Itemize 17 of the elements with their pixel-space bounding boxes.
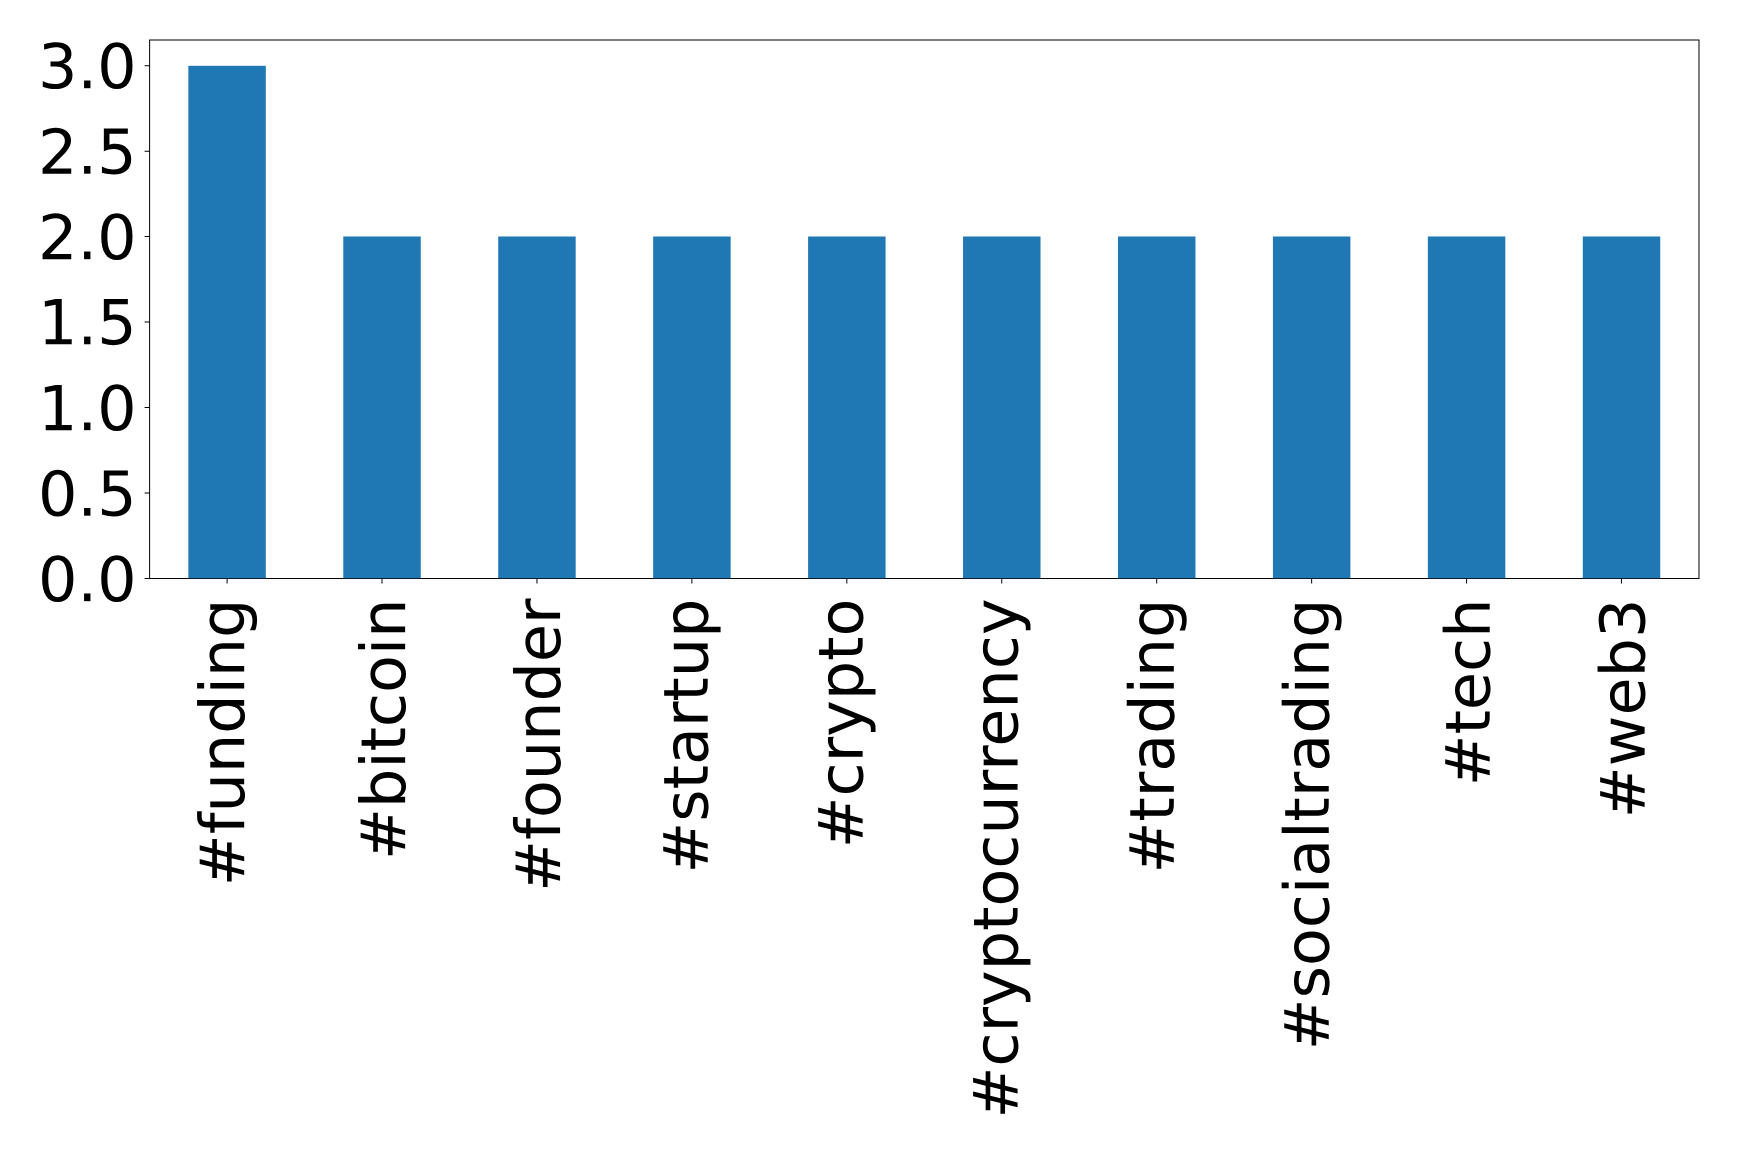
x-tick-label: #cryptocurrency [973, 600, 1031, 1114]
y-tick-label: 1.0 [44, 384, 133, 432]
x-tick-label: #tech [1442, 603, 1491, 782]
y-tick-label: 1.5 [44, 299, 132, 346]
x-tick-label: #trading [1126, 604, 1187, 869]
x-tick-label: #web3 [1597, 603, 1646, 814]
y-tick-label: 2.0 [42, 213, 133, 261]
x-tick-label: #startup [663, 601, 721, 869]
y-tick-label: 3.0 [42, 42, 133, 90]
y-tick-label: 2.5 [42, 127, 132, 175]
x-tick-label: #crypto [818, 601, 876, 844]
y-tick-label: 0.0 [42, 555, 133, 603]
x-tick-label: #bitcoin [358, 603, 407, 856]
x-tick-label: #socialtrading [1281, 604, 1342, 1046]
x-tick-label: #funding [197, 604, 258, 882]
x-tick-label: #founder [512, 598, 561, 888]
y-tick-label: 0.5 [42, 469, 132, 517]
